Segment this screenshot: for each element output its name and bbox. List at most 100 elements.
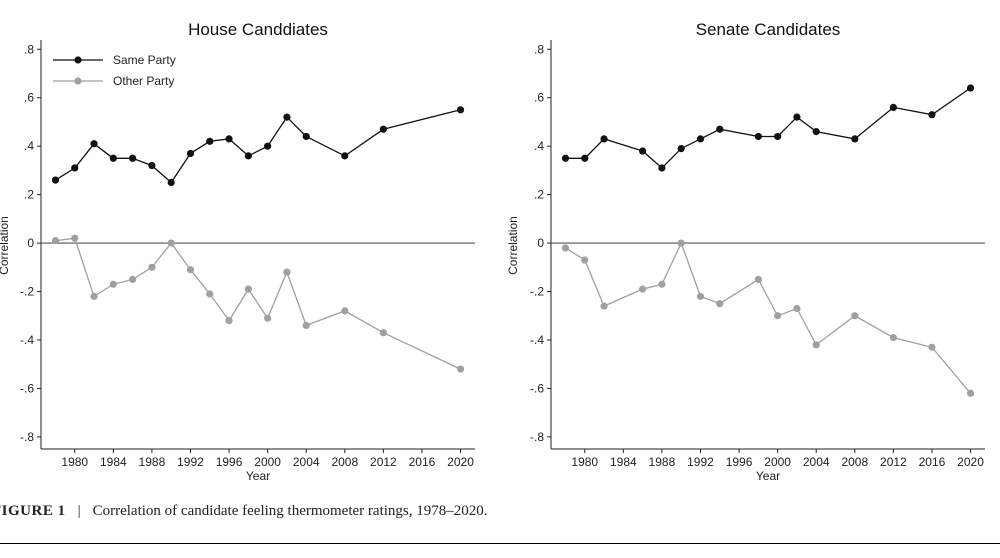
data-point [851, 135, 859, 143]
x-tick-label: 1980 [571, 455, 598, 469]
y-tick-label: 0 [27, 236, 34, 250]
data-point [148, 161, 156, 170]
data-point [167, 178, 175, 187]
x-tick-label: 1980 [61, 455, 88, 469]
x-tick-label: 2012 [880, 455, 907, 469]
x-tick-label: 2016 [919, 455, 946, 469]
y-tick-label: .8 [24, 42, 34, 56]
x-tick-label: 2004 [803, 455, 830, 469]
data-point [71, 234, 79, 242]
data-point [90, 292, 98, 300]
series-line-other-party [565, 241, 971, 394]
y-tick-label: -.6 [530, 381, 544, 395]
data-point [793, 304, 801, 313]
x-tick-label: 1984 [610, 455, 637, 469]
x-tick-label: 2016 [409, 455, 436, 469]
data-point [639, 285, 647, 293]
x-tick-label: 2020 [447, 455, 474, 469]
series-line-same-party [565, 87, 971, 169]
y-tick-label: -.4 [20, 333, 34, 347]
data-point [456, 365, 465, 373]
data-point [716, 125, 724, 133]
x-tick-label: 2004 [293, 455, 320, 469]
y-tick-label: .6 [534, 91, 544, 105]
data-point [696, 292, 705, 300]
x-tick-label: 1996 [216, 455, 243, 469]
data-point [302, 321, 310, 330]
data-point [561, 244, 570, 252]
y-tick-label: -.2 [530, 285, 544, 299]
data-point [129, 275, 137, 284]
data-point [283, 113, 291, 121]
series-line-other-party [55, 237, 461, 370]
data-point [696, 135, 705, 143]
data-point [283, 268, 291, 276]
legend-label: Other Party [113, 74, 174, 88]
x-tick-label: 1996 [726, 455, 753, 469]
y-tick-label: -.8 [20, 430, 34, 444]
data-point [456, 106, 465, 114]
x-tick-label: 1992 [687, 455, 714, 469]
data-point [51, 237, 60, 245]
data-point [774, 312, 782, 320]
y-tick-label: .4 [534, 139, 544, 153]
legend-marker [74, 56, 82, 64]
data-point [754, 132, 762, 141]
y-axis-label: Correlation [0, 216, 11, 275]
data-point [206, 290, 214, 298]
x-tick-label: 2012 [370, 455, 397, 469]
data-point [167, 239, 175, 247]
divider-rule [0, 543, 1000, 544]
y-tick-label: .8 [534, 42, 544, 56]
y-tick-label: .6 [24, 91, 34, 105]
data-point [754, 275, 762, 284]
data-point [225, 135, 233, 143]
x-axis-label: Year [756, 469, 780, 483]
data-point [302, 132, 310, 141]
data-point [206, 137, 214, 145]
data-point [677, 239, 685, 247]
data-point [186, 149, 195, 158]
data-point [109, 280, 117, 288]
data-point [677, 144, 685, 153]
data-point [966, 389, 975, 397]
x-tick-label: 1988 [649, 455, 676, 469]
data-point [90, 140, 98, 148]
x-tick-label: 1988 [139, 455, 166, 469]
data-point [716, 300, 724, 308]
data-point [928, 343, 936, 351]
y-tick-label: -.6 [20, 381, 34, 395]
legend-label: Same Party [113, 53, 176, 67]
data-point [600, 302, 608, 310]
caption-text: Correlation of candidate feeling thermom… [92, 503, 488, 519]
x-tick-label: 2020 [957, 455, 984, 469]
data-point [812, 341, 820, 349]
y-axis-label: Correlation [506, 216, 520, 275]
legend-marker [74, 77, 82, 85]
y-tick-label: .4 [24, 139, 34, 153]
x-tick-label: 1992 [177, 455, 204, 469]
data-point [109, 154, 117, 162]
data-point [264, 142, 272, 150]
x-tick-label: 1984 [100, 455, 127, 469]
series-line-same-party [55, 109, 461, 184]
data-point [774, 132, 782, 141]
data-point [379, 329, 387, 337]
x-tick-label: 2000 [764, 455, 791, 469]
legend: Same Party Other Party [53, 53, 176, 88]
x-tick-label: 2008 [331, 455, 358, 469]
y-tick-label: .2 [534, 188, 544, 202]
data-point [186, 266, 195, 274]
x-axis-label: Year [246, 469, 270, 483]
y-tick-label: -.4 [530, 333, 544, 347]
figure-charts: House Canddiates .8 .6 .4 .2 0 -.2 -.4 -.6 -.8 198… [0, 20, 985, 483]
data-point [658, 280, 666, 288]
data-point [793, 113, 801, 121]
data-point [812, 128, 820, 136]
y-tick-label: 0 [537, 236, 544, 250]
chart-panel-0: House Canddiates .8 .6 .4 .2 0 -.2 -.4 -.6 -.8 198… [0, 20, 475, 483]
data-point [341, 307, 349, 315]
data-point [581, 256, 589, 264]
x-tick-label: 2000 [254, 455, 281, 469]
data-point [851, 312, 859, 320]
